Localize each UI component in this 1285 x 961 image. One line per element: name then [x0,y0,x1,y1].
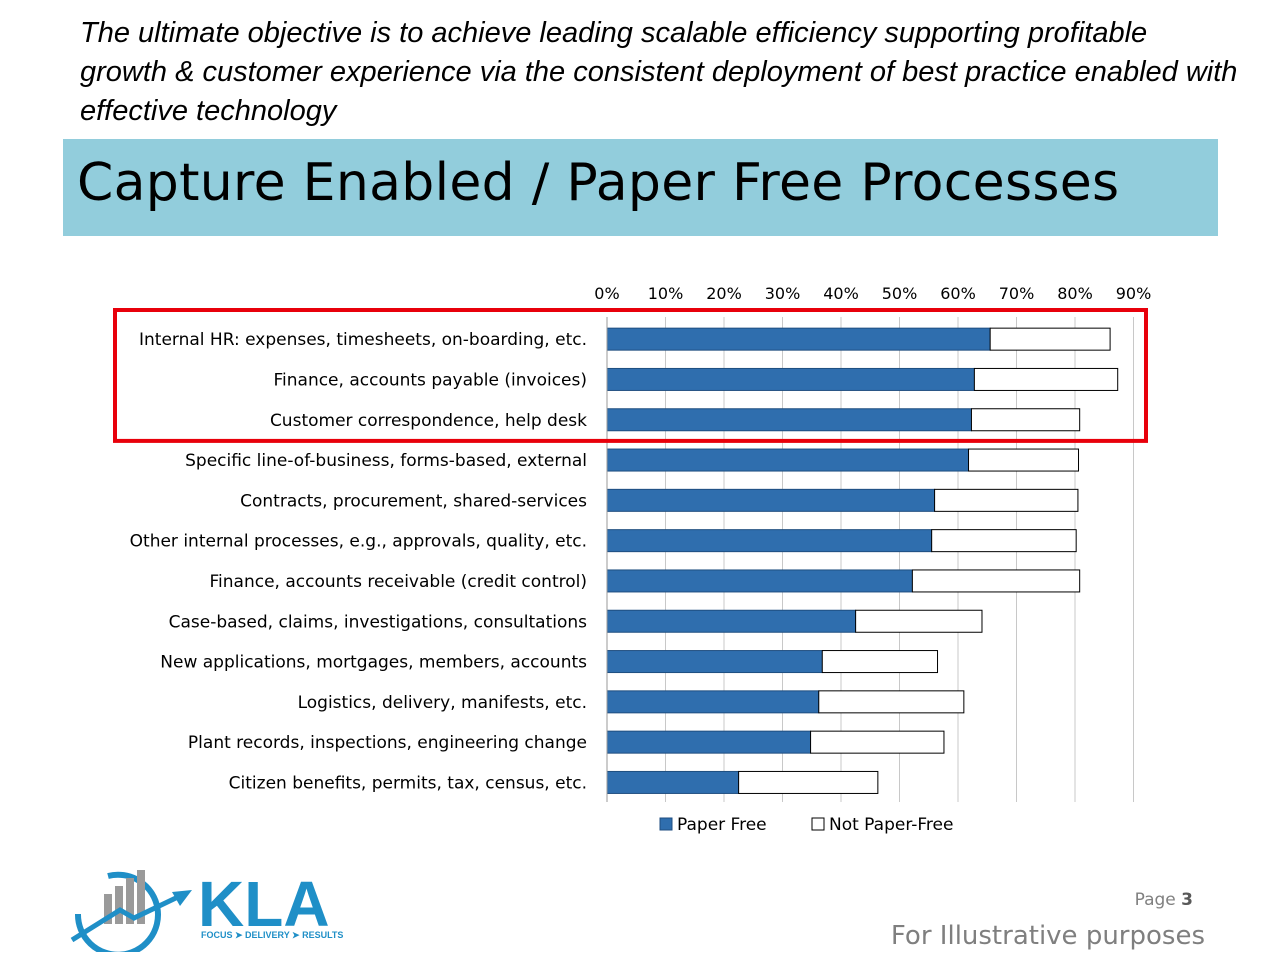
page-number-value: 3 [1181,890,1193,910]
x-tick-label: 80% [1057,284,1093,303]
intro-statement: The ultimate objective is to achieve lea… [80,17,1238,127]
bar-not-paper-free [818,690,965,714]
footer-note: For Illustrative purposes [890,921,1205,951]
category-label: Finance, accounts payable (invoices) [273,370,587,390]
x-tick-label: 40% [823,284,859,303]
legend-label: Paper Free [677,815,767,835]
bar-not-paper-free [821,650,939,674]
bar-not-paper-free [738,770,879,794]
category-label: Other internal processes, e.g., approval… [130,532,587,552]
x-tick-label: 90% [1116,284,1152,303]
x-tick-label: 70% [999,284,1035,303]
category-label: Customer correspondence, help desk [270,411,587,431]
legend-swatch [811,817,825,831]
page-title: Capture Enabled / Paper Free Processes [77,153,1120,213]
bar-paper-free [606,448,970,472]
category-label: Finance, accounts receivable (credit con… [210,572,588,592]
legend-swatch [659,817,673,831]
bar-not-paper-free [855,609,983,633]
title-banner: Capture Enabled / Paper Free Processes [63,139,1218,236]
bar-not-paper-free [970,408,1081,432]
x-tick-label: 50% [882,284,918,303]
bar-paper-free [606,488,936,512]
category-label: Logistics, delivery, manifests, etc. [298,693,587,713]
bar-paper-free [606,327,991,351]
bar-paper-free [606,690,820,714]
category-label: Case-based, claims, investigations, cons… [169,612,588,632]
logo-wordmark: KLA [198,868,330,940]
x-tick-label: 30% [765,284,801,303]
kla-logo: KLA FOCUS ➤ DELIVERY ➤ RESULTS [70,868,343,952]
bar-not-paper-free [911,569,1081,593]
bar-paper-free [606,569,913,593]
x-tick-label: 60% [940,284,976,303]
category-label: Contracts, procurement, shared-services [240,491,587,511]
category-label: New applications, mortgages, members, ac… [160,653,587,673]
bar-paper-free [606,529,933,553]
category-label: Citizen benefits, permits, tax, census, … [229,773,587,793]
bar-not-paper-free [968,448,1080,472]
category-label: Plant records, inspections, engineering … [188,733,587,753]
bar-not-paper-free [931,529,1077,553]
highlight-box [113,308,1148,443]
legend-label: Not Paper-Free [829,815,953,835]
bar-paper-free [606,408,972,432]
page-number: Page 3 [1135,890,1193,910]
bar-not-paper-free [973,367,1119,391]
bar-not-paper-free [810,730,945,754]
x-tick-label: 0% [594,284,619,303]
bar-paper-free [606,650,823,674]
bar-chart-logo-icon [70,870,192,952]
page-label: Page [1134,890,1176,910]
bar-paper-free [606,609,857,633]
bar-not-paper-free [989,327,1111,351]
category-label: Internal HR: expenses, timesheets, on-bo… [139,330,587,350]
x-tick-label: 20% [706,284,742,303]
x-tick-label: 10% [648,284,684,303]
logo-tagline: FOCUS ➤ DELIVERY ➤ RESULTS [201,930,343,940]
bar-paper-free [606,730,812,754]
bar-paper-free [606,367,975,391]
category-label: Specific line-of-business, forms-based, … [185,451,587,471]
bar-paper-free [606,770,740,794]
bar-not-paper-free [934,488,1079,512]
